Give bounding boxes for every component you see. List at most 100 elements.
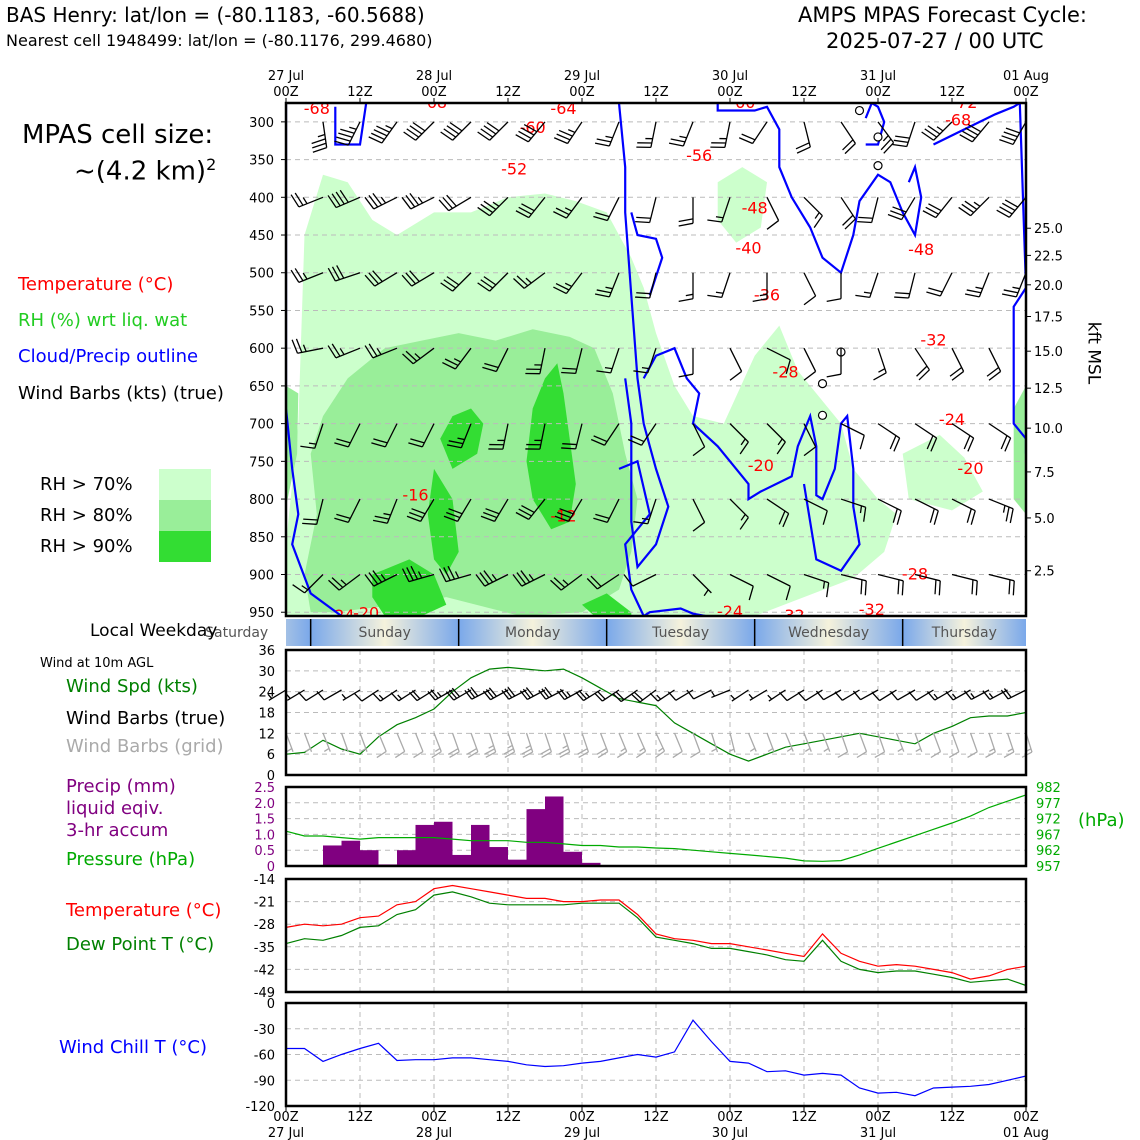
wind10m-grid-barb-22-full-barb <box>690 751 701 759</box>
main-wind-barb-133-full-barb <box>512 574 523 587</box>
main-wind-barb-27 <box>477 196 509 217</box>
rh-region-7 <box>526 363 576 530</box>
wind10m-grid-barb-19-full-barb <box>635 750 646 759</box>
main-wind-barb-111-full-barb <box>485 508 500 515</box>
main-wind-barb-87-full-barb <box>373 438 388 444</box>
main-wind-barb-82-full-barb <box>986 366 1000 377</box>
temperature-label-23: -24 <box>717 602 743 621</box>
main-wind-barb-40-full-barb <box>964 200 978 210</box>
main-wind-barb-140-full-barb <box>826 582 830 598</box>
main-wind-barb-146-full-barb <box>1050 581 1051 596</box>
wind10m-true-barb-19-full-barb <box>612 693 622 702</box>
wind10m-grid-barb-20-half-barb <box>658 747 664 752</box>
main-wind-barb-39-full-barb <box>925 206 939 215</box>
chill-panel-ytick--30: -30 <box>254 1023 275 1038</box>
cell-size-exponent: 2 <box>206 155 217 174</box>
weekday-name-5: Thursday <box>931 625 997 641</box>
weekday-strip: Saturday Sunday Monday Tuesday Wednesday Thur… <box>205 619 1026 646</box>
cycle-time: 2025-07-27 / 00 UTC <box>826 29 1044 53</box>
main-wind-barb-87-full-barb <box>371 442 386 448</box>
pressure-tick-label-600: 600 <box>249 342 274 357</box>
main-wind-barb-65 <box>327 343 361 359</box>
main-wind-barb-135 <box>586 573 620 590</box>
main-wind-barb-111-full-barb <box>483 511 498 519</box>
wind10m-true-barb-21 <box>649 689 675 702</box>
main-wind-barb-60 <box>926 272 953 297</box>
main-wind-barb-95 <box>692 423 706 457</box>
main-wind-barb-68-half-barb <box>453 358 461 363</box>
main-wind-barb-68-full-barb <box>442 361 456 370</box>
main-wind-barb-8-half-barb <box>567 129 576 134</box>
wind10m-grid-barb-16 <box>577 732 590 758</box>
bottom-hour-label-96: 00Z <box>865 1110 891 1125</box>
main-wind-barb-56-shaft <box>803 272 817 297</box>
wind10m-true-barb-10 <box>445 687 472 701</box>
main-wind-barb-95-full-barb <box>692 446 706 457</box>
main-wind-barb-71-full-barb <box>561 371 576 375</box>
wind10m-grid-barb-30-shaft <box>840 732 849 753</box>
wind-panel-ytick-6: 6 <box>267 748 275 763</box>
bottom-hour-label-120: 00Z <box>1013 1110 1039 1125</box>
wind10m-grid-barb-7 <box>413 732 424 759</box>
main-wind-barb-1 <box>311 121 328 153</box>
main-wind-barb-145-full-barb <box>1008 579 1011 595</box>
main-wind-barb-59 <box>894 272 916 299</box>
main-wind-barb-40-half-barb <box>973 201 981 207</box>
main-wind-barb-118 <box>766 498 790 528</box>
wind10m-grid-barb-8 <box>431 732 442 759</box>
wind10m-grid-barb-36 <box>948 732 960 759</box>
top-hour-label-60: 12Z <box>643 85 669 100</box>
rh-90-swatch <box>159 531 211 562</box>
main-wind-barb-17-full-barb <box>892 143 907 148</box>
main-wind-barb-85-full-barb <box>300 445 315 449</box>
main-wind-barb-142-full-barb <box>901 580 904 596</box>
wind10m-true-barb-20 <box>631 689 657 703</box>
main-wind-barb-44-full-barb <box>336 265 345 279</box>
wind10m-true-barb-12-full-barb <box>485 689 494 699</box>
main-wind-barb-32-full-barb <box>678 218 694 223</box>
main-wind-barb-129-half-barb <box>380 574 387 581</box>
wind10m-grid-barb-29-half-barb <box>823 747 829 752</box>
temperature-contour-layer: -68-68-60-64-52-56-60-48-40-36-72-68-48-… <box>304 103 984 621</box>
main-wind-barb-10 <box>636 121 657 149</box>
cloud-circle-1 <box>873 132 883 142</box>
main-wind-barb-59-full-barb <box>895 292 910 295</box>
pressure-tick-label-300: 300 <box>249 116 274 131</box>
wind10m-grid-barb-33-half-barb <box>897 747 903 752</box>
main-wind-barb-17 <box>892 121 916 148</box>
wind10m-true-barb-32 <box>852 689 879 701</box>
precip-panel-ytick-0.5: 0.5 <box>254 844 275 859</box>
wind10m-true-barb-28-shaft <box>786 689 805 702</box>
main-wind-barb-62-full-barb <box>1001 293 1017 298</box>
main-wind-barb-56-full-barb <box>803 295 817 306</box>
main-wind-barb-131-half-barb <box>454 571 460 579</box>
chill-panel-ytick-0: 0 <box>267 997 275 1012</box>
main-wind-barb-67-half-barb <box>414 353 421 359</box>
main-wind-barb-93 <box>590 423 620 446</box>
main-wind-barb-53 <box>678 272 694 303</box>
bottom-hour-label-12: 12Z <box>347 1110 373 1125</box>
wind10m-true-barb-8 <box>409 689 435 702</box>
main-wind-barb-138-shaft <box>729 573 754 587</box>
wind10m-grid-barb-31-shaft <box>858 732 868 752</box>
main-wind-barb-101 <box>914 423 938 452</box>
main-wind-barb-103 <box>988 423 1012 452</box>
main-wind-barb-68-full-barb <box>444 358 459 367</box>
wind10m-true-barb-28 <box>779 689 805 702</box>
bottom-hour-label-24: 00Z <box>421 1110 447 1125</box>
wind10m-true-barb-5-shaft <box>361 689 379 702</box>
main-wind-barb-131-full-barb <box>443 567 451 581</box>
main-wind-barb-65-full-barb <box>327 345 337 359</box>
main-wind-barb-14 <box>795 121 811 154</box>
main-wind-barb-134 <box>550 573 583 591</box>
top-hour-label-24: 00Z <box>421 85 447 100</box>
weekday-cell-2 <box>458 619 607 646</box>
wind10m-grid-barb-0-half-barb <box>286 747 293 752</box>
main-wind-barb-3 <box>368 121 398 144</box>
main-wind-barb-93-full-barb <box>590 438 605 446</box>
main-wind-barb-33-half-barb <box>715 216 724 219</box>
main-wind-barb-8 <box>553 121 583 145</box>
main-wind-barb-28-full-barb <box>515 210 530 219</box>
wind10m-grid-barb-9-full-barb <box>448 748 459 755</box>
main-wind-barb-27-half-barb <box>492 201 500 207</box>
